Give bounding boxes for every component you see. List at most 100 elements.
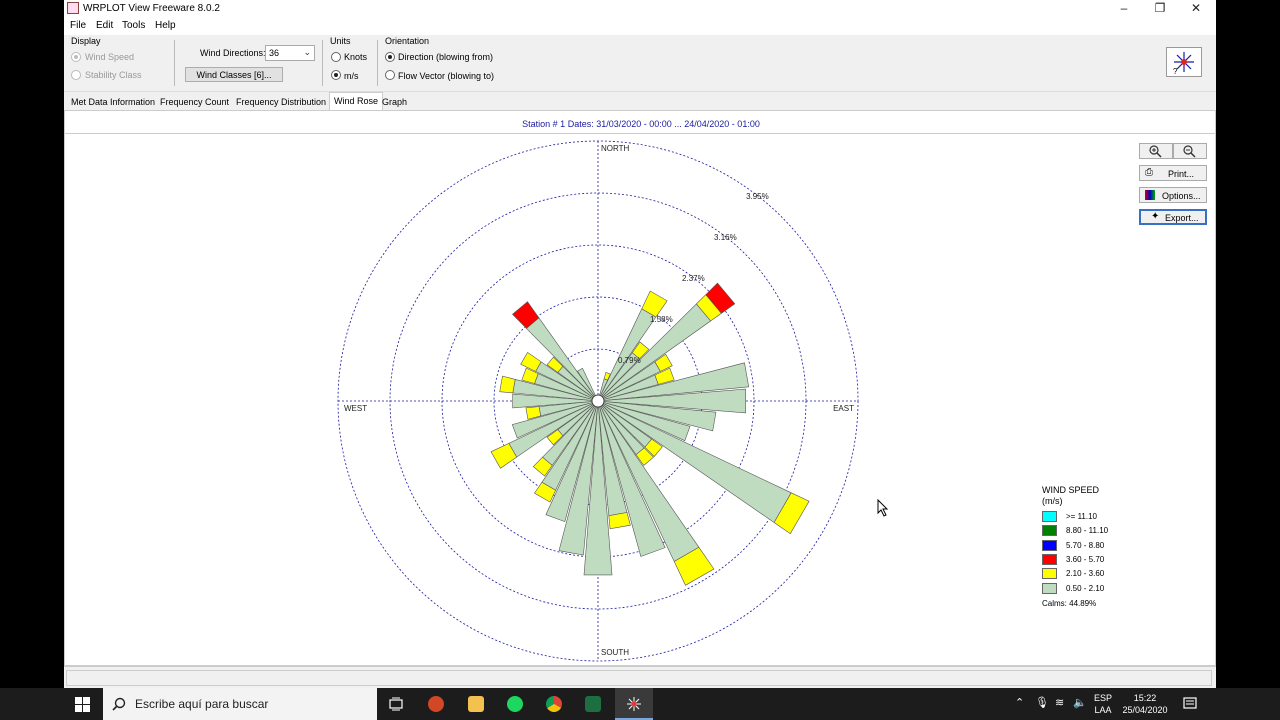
flow-vector-label: Flow Vector (blowing to) — [398, 71, 495, 81]
rose-bar-segment — [525, 406, 542, 420]
zoom-in-icon — [1149, 145, 1162, 158]
wind-directions-label: Wind Directions: — [200, 48, 266, 58]
taskbar: Escribe aquí para buscar ⌃ 🎙 ≋ 🔈 ESP LAA… — [0, 688, 1280, 720]
rose-bar-segment — [635, 447, 654, 466]
menu-bar: File Edit Tools Help — [64, 18, 1216, 35]
legend-label: 0.50 - 2.10 — [1066, 583, 1105, 593]
rose-bar-segment — [773, 492, 810, 535]
calm-circle — [591, 394, 605, 408]
legend-label: 2.10 - 3.60 — [1066, 569, 1105, 579]
status-bar — [64, 666, 1216, 688]
powerpoint-icon[interactable] — [428, 696, 444, 712]
window-title: WRPLOT View Freeware 8.0.2 — [83, 3, 220, 14]
rose-bar-segment — [644, 438, 663, 457]
network-icon[interactable]: ≋ — [1055, 697, 1065, 709]
wrplot-taskbar-button[interactable] — [615, 688, 653, 720]
app-window: WRPLOT View Freeware 8.0.2 – ❐ ✕ File Ed… — [64, 0, 1216, 688]
ms-radio[interactable] — [331, 70, 341, 80]
legend-swatch — [1042, 582, 1057, 594]
chrome-icon[interactable] — [546, 696, 562, 712]
tab-graph[interactable]: Graph — [382, 97, 408, 107]
zoom-out-button[interactable] — [1173, 143, 1207, 159]
legend-label: 3.60 - 5.70 — [1066, 554, 1105, 564]
svg-text:?: ? — [1173, 67, 1178, 76]
rose-bar-segment — [597, 400, 666, 557]
rose-bar-segment — [597, 362, 750, 402]
legend-swatch — [1042, 568, 1057, 580]
notifications-icon[interactable] — [1183, 697, 1197, 711]
wind-classes-button[interactable]: Wind Classes [6]... — [185, 67, 283, 82]
wind-speed-label: Wind Speed — [85, 52, 135, 62]
legend-swatch — [1042, 511, 1057, 522]
divider — [65, 133, 1215, 134]
chevron-down-icon: ⌄ — [303, 47, 311, 57]
minimize-button[interactable]: – — [1120, 1, 1128, 15]
compass-label: SOUTH — [601, 648, 629, 657]
export-button[interactable]: ✦ Export... — [1139, 209, 1207, 225]
microphone-icon[interactable]: 🎙 — [1035, 697, 1049, 709]
left-letterbox — [0, 0, 64, 688]
task-view-icon[interactable] — [389, 697, 403, 711]
wind-directions-select[interactable]: 36 ⌄ — [265, 45, 315, 61]
toolbar-separator — [377, 40, 378, 86]
ring-label: 0.79% — [618, 356, 641, 365]
menu-tools[interactable]: Tools — [122, 20, 146, 31]
rose-bar-segment — [576, 367, 599, 402]
legend-label: >= 11.10 — [1066, 512, 1097, 521]
ring-label: 2.37% — [682, 274, 705, 283]
tab-frequency-distribution[interactable]: Frequency Distribution — [236, 97, 327, 107]
compass-label: WEST — [344, 404, 367, 413]
direction-blowing-from-radio[interactable] — [385, 52, 395, 62]
rose-bar-segment — [654, 353, 673, 372]
rose-bar-segment — [521, 367, 539, 384]
export-icon: ✦ — [1151, 211, 1160, 222]
compass-label: NORTH — [601, 144, 630, 153]
wind-speed-radio — [71, 52, 81, 62]
knots-label: Knots — [344, 52, 368, 62]
wind-rose-panel: Station # 1 Dates: 31/03/2020 - 00:00 ..… — [64, 110, 1216, 666]
tab-frequency-count[interactable]: Frequency Count — [160, 97, 230, 107]
windows-start-icon[interactable] — [75, 697, 90, 712]
rose-bar-segment — [597, 388, 746, 414]
language-indicator[interactable]: ESP LAA — [1093, 693, 1112, 715]
restore-button[interactable]: ❐ — [1154, 1, 1166, 15]
zoom-in-button[interactable] — [1139, 143, 1173, 159]
options-icon — [1145, 190, 1155, 200]
rose-bar-segment — [654, 367, 675, 385]
excel-icon[interactable] — [585, 696, 601, 712]
help-button[interactable]: ? — [1166, 47, 1202, 77]
station-info: Station # 1 Dates: 31/03/2020 - 00:00 ..… — [522, 119, 760, 129]
app-icon — [67, 2, 79, 14]
menu-file[interactable]: File — [70, 20, 87, 31]
rose-bar-segment — [597, 400, 717, 432]
options-button[interactable]: Options... — [1139, 187, 1207, 203]
rose-bar-segment — [583, 400, 613, 576]
close-button[interactable]: ✕ — [1190, 1, 1202, 15]
calms-label: Calms: 44.89% — [1042, 599, 1097, 608]
menu-edit[interactable]: Edit — [96, 20, 114, 31]
ring-label: 3.16% — [714, 233, 737, 242]
search-icon — [112, 697, 126, 711]
tab-wind-rose[interactable]: Wind Rose — [329, 92, 384, 110]
ring-label: 1.58% — [650, 315, 673, 324]
clock[interactable]: 15:22 25/04/2020 — [1122, 693, 1168, 715]
taskbar-search-box[interactable]: Escribe aquí para buscar — [103, 688, 377, 720]
spotify-icon[interactable] — [507, 696, 523, 712]
wind-rose-chart: NORTH EAST SOUTH WEST 0.79% 1.58% 2.37% 3.16% 3.… — [337, 140, 859, 662]
units-group-label: Units — [330, 36, 351, 46]
menu-help[interactable]: Help — [155, 20, 176, 31]
volume-icon[interactable]: 🔈 — [1073, 697, 1087, 709]
printer-icon: ⎙ — [1145, 167, 1153, 178]
mouse-cursor-icon — [877, 499, 889, 517]
file-explorer-icon[interactable] — [468, 696, 484, 712]
knots-radio[interactable] — [331, 52, 341, 62]
rose-bar-segment — [511, 400, 599, 439]
chevron-up-icon[interactable]: ⌃ — [1015, 697, 1025, 709]
tab-met-data-information[interactable]: Met Data Information — [71, 97, 156, 107]
flow-vector-radio[interactable] — [385, 70, 395, 80]
wind-rose-help-icon: ? — [1173, 52, 1194, 76]
toolbar-separator — [322, 40, 323, 86]
ms-label: m/s — [344, 71, 359, 81]
print-button[interactable]: ⎙ Print... — [1139, 165, 1207, 181]
rose-bar-segment — [546, 429, 564, 446]
